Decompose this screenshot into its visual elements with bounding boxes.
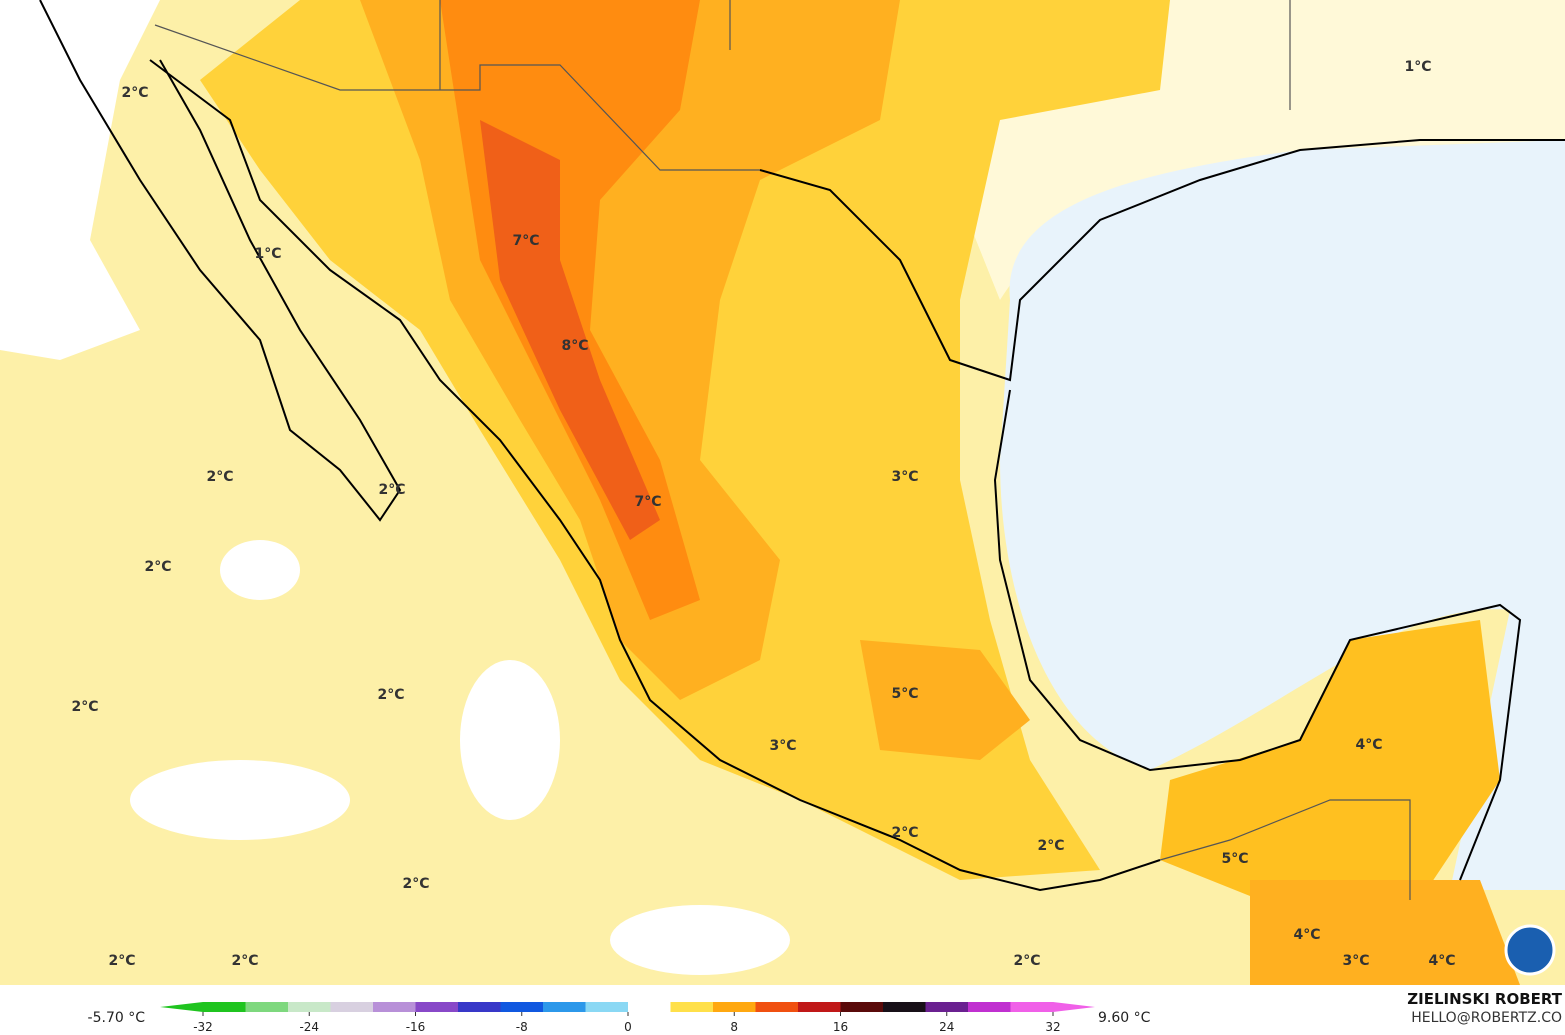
temp-label: 5°C bbox=[1221, 851, 1248, 867]
credit-email: HELLO@ROBERTZ.CO bbox=[1411, 1010, 1562, 1026]
colorbar-tick-label: -32 bbox=[193, 1020, 213, 1034]
colorbar-swatch bbox=[883, 1002, 926, 1012]
noaa-logo bbox=[1504, 924, 1556, 976]
colorbar-swatch bbox=[245, 1002, 289, 1012]
temp-label: 2°C bbox=[206, 469, 233, 485]
temp-label: 3°C bbox=[1342, 953, 1369, 969]
temp-label: 5°C bbox=[891, 686, 918, 702]
central-warm bbox=[860, 640, 1030, 760]
temp-label: 2°C bbox=[891, 825, 918, 841]
borders bbox=[154, 0, 1411, 900]
temp-label: 4°C bbox=[1428, 953, 1455, 969]
colorbar-swatch bbox=[840, 1002, 884, 1012]
colorbar-min-arrow bbox=[160, 1002, 203, 1012]
colorbar-swatch bbox=[373, 1002, 416, 1012]
temp-label: 2°C bbox=[121, 85, 148, 101]
pacific-white bbox=[460, 660, 560, 820]
colorbar-swatch bbox=[670, 1002, 714, 1012]
temp-label: 2°C bbox=[378, 482, 405, 498]
temp-label: 4°C bbox=[1355, 737, 1382, 753]
colorbar-swatch bbox=[755, 1002, 799, 1012]
temp-label: 2°C bbox=[231, 953, 258, 969]
pacific-white bbox=[130, 760, 350, 840]
temp-label: 1°C bbox=[254, 246, 281, 262]
pacific-white bbox=[610, 905, 790, 975]
coastline bbox=[39, 0, 1565, 892]
map: 2°C 1°C 7°C 8°C 2°C 2°C 7°C 3°C 2°C 2°C 2°C 5°C 3°C 4… bbox=[0, 0, 1565, 985]
temp-label: 2°C bbox=[377, 687, 404, 703]
colorbar-swatch bbox=[713, 1002, 756, 1012]
central-america-warm bbox=[1250, 880, 1520, 985]
colorbar-swatch bbox=[798, 1002, 841, 1012]
temp-label: 7°C bbox=[634, 494, 661, 510]
temp-label: 2°C bbox=[108, 953, 135, 969]
max-label: 9.60 °C bbox=[1098, 1010, 1151, 1026]
temp-label: 2°C bbox=[1037, 838, 1064, 854]
temp-label: 3°C bbox=[769, 738, 796, 754]
temp-label: 2°C bbox=[144, 559, 171, 575]
colorbar-swatch bbox=[288, 1002, 331, 1012]
colorbar-swatch bbox=[925, 1002, 969, 1012]
temp-label: 4°C bbox=[1293, 927, 1320, 943]
yucatan-warm bbox=[1160, 620, 1500, 900]
colorbar-swatch bbox=[585, 1002, 629, 1012]
temp-label: 1°C bbox=[1404, 59, 1431, 75]
temp-label: 3°C bbox=[891, 469, 918, 485]
pacific-white bbox=[0, 0, 160, 360]
min-label: -5.70 °C bbox=[88, 1010, 146, 1026]
land-hottest bbox=[480, 120, 660, 540]
colorbar-tick-label: 32 bbox=[1045, 1020, 1060, 1034]
temp-label: 8°C bbox=[561, 338, 588, 354]
colorbar-swatch bbox=[458, 1002, 501, 1012]
temp-label: 2°C bbox=[1013, 953, 1040, 969]
colorbar-tick-label: 0 bbox=[624, 1020, 632, 1034]
temp-label: 2°C bbox=[402, 876, 429, 892]
colorbar-swatch bbox=[1010, 1002, 1054, 1012]
colorbar-max-arrow bbox=[1053, 1002, 1095, 1012]
credit-name: ZIELINSKI ROBERT bbox=[1407, 990, 1562, 1008]
colorbar-tick-label: -16 bbox=[406, 1020, 426, 1034]
colorbar: -32 -24 -16 -8 0 8 16 24 32 bbox=[160, 1002, 1095, 1034]
colorbar-swatch bbox=[203, 1002, 246, 1012]
colorbar-tick-label: -8 bbox=[516, 1020, 528, 1034]
temp-label: 7°C bbox=[512, 233, 539, 249]
colorbar-swatch bbox=[330, 1002, 374, 1012]
temp-label: 2°C bbox=[71, 699, 98, 715]
pacific-white bbox=[220, 540, 300, 600]
colorbar-tick-label: 16 bbox=[833, 1020, 848, 1034]
colorbar-tick-label: 24 bbox=[939, 1020, 954, 1034]
colorbar-tick-label: -24 bbox=[299, 1020, 319, 1034]
colorbar-swatch bbox=[415, 1002, 459, 1012]
colorbar-swatch bbox=[628, 1002, 671, 1012]
colorbar-swatch bbox=[968, 1002, 1011, 1012]
colorbar-swatch bbox=[543, 1002, 586, 1012]
colorbar-swatch bbox=[500, 1002, 544, 1012]
colorbar-tick-label: 8 bbox=[730, 1020, 738, 1034]
gulf-of-mexico bbox=[1000, 140, 1565, 890]
